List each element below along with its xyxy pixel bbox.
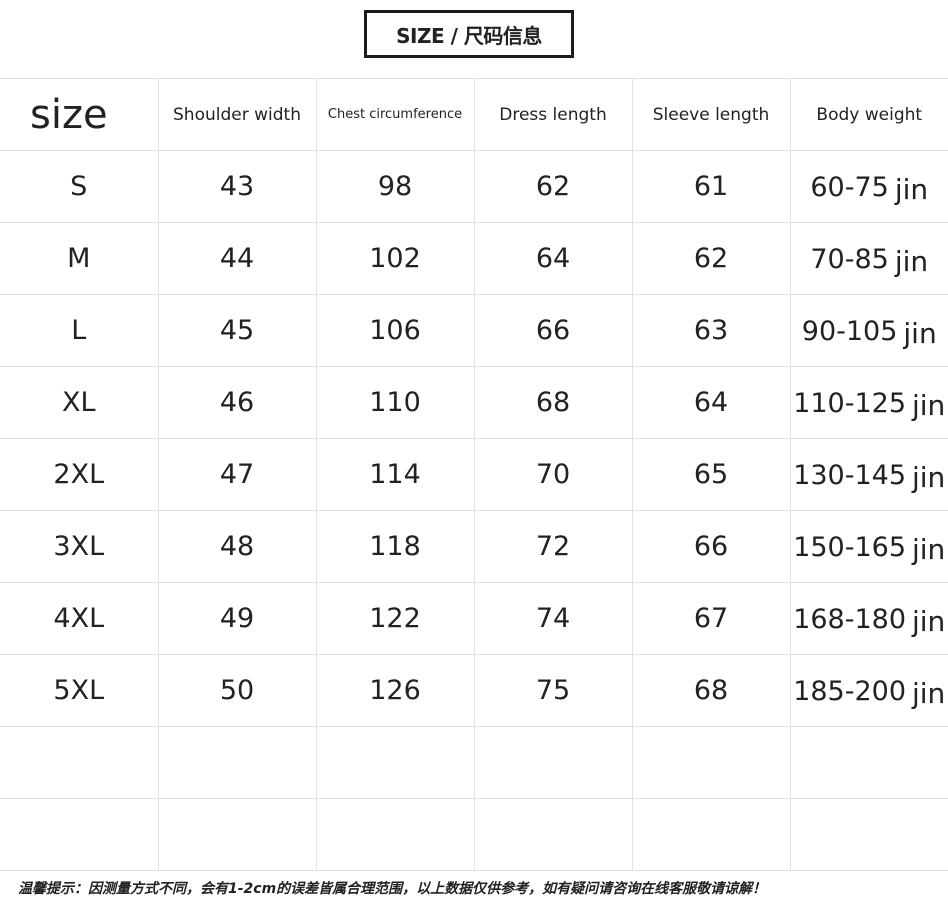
empty-cell (157, 798, 317, 871)
shoulder-width-cell: 50 (157, 654, 317, 727)
sleeve-length-cell: 67 (631, 582, 791, 655)
body-weight-cell: 110-125 jin (789, 366, 948, 439)
chest-cell: 122 (315, 582, 475, 655)
table-row: 4XL 49 122 74 67 168-180 jin (0, 582, 948, 655)
empty-cell (0, 798, 159, 871)
empty-cell (315, 798, 475, 871)
shoulder-width-cell: 48 (157, 510, 317, 583)
chest-cell: 98 (315, 150, 475, 223)
size-cell: L (0, 294, 159, 367)
body-weight-cell: 60-75 jin (789, 150, 948, 223)
sleeve-length-cell: 63 (631, 294, 791, 367)
chest-cell: 102 (315, 222, 475, 295)
empty-cell (789, 798, 948, 871)
sleeve-length-cell: 65 (631, 438, 791, 511)
dress-length-cell: 70 (473, 438, 633, 511)
sleeve-length-cell: 68 (631, 654, 791, 727)
header-body-weight: Body weight (789, 78, 948, 151)
shoulder-width-cell: 49 (157, 582, 317, 655)
chest-cell: 118 (315, 510, 475, 583)
table-header-row: size Shoulder width Chest circumference … (0, 78, 948, 151)
empty-cell (789, 726, 948, 799)
weight-value: 60-75 (810, 172, 889, 203)
empty-cell (631, 726, 791, 799)
dress-length-cell: 75 (473, 654, 633, 727)
size-cell: 5XL (0, 654, 159, 727)
dress-length-cell: 72 (473, 510, 633, 583)
weight-value: 110-125 (793, 388, 906, 419)
chest-cell: 114 (315, 438, 475, 511)
size-cell: 2XL (0, 438, 159, 511)
dress-length-cell: 62 (473, 150, 633, 223)
size-table: size Shoulder width Chest circumference … (0, 78, 948, 871)
body-weight-cell: 185-200 jin (789, 654, 948, 727)
weight-value: 130-145 (793, 460, 906, 491)
empty-cell (0, 726, 159, 799)
header-dress-length: Dress length (473, 78, 633, 151)
body-weight-cell: 130-145 jin (789, 438, 948, 511)
empty-cell (315, 726, 475, 799)
dress-length-cell: 68 (473, 366, 633, 439)
header-shoulder-width: Shoulder width (157, 78, 317, 151)
weight-unit: jin (894, 173, 929, 206)
sleeve-length-cell: 64 (631, 366, 791, 439)
dress-length-cell: 64 (473, 222, 633, 295)
shoulder-width-cell: 43 (157, 150, 317, 223)
weight-unit: jin (912, 677, 946, 710)
size-cell: S (0, 150, 159, 223)
chest-cell: 106 (315, 294, 475, 367)
table-row: S 43 98 62 61 60-75 jin (0, 150, 948, 223)
header-chest-circumference: Chest circumference (315, 78, 475, 151)
table-row: 2XL 47 114 70 65 130-145 jin (0, 438, 948, 511)
weight-value: 185-200 (793, 676, 906, 707)
measurement-note: 温馨提示：因测量方式不同，会有1-2cm的误差皆属合理范围，以上数据仅供参考，如… (18, 881, 767, 897)
table-row: M 44 102 64 62 70-85 jin (0, 222, 948, 295)
table-row: 5XL 50 126 75 68 185-200 jin (0, 654, 948, 727)
sleeve-length-cell: 66 (631, 510, 791, 583)
empty-cell (473, 798, 633, 871)
body-weight-cell: 90-105 jin (789, 294, 948, 367)
empty-row (0, 798, 948, 871)
weight-value: 90-105 (801, 316, 898, 347)
sleeve-length-cell: 62 (631, 222, 791, 295)
header-sleeve-length: Sleeve length (631, 78, 791, 151)
size-cell: XL (0, 366, 159, 439)
empty-cell (631, 798, 791, 871)
size-chart-title: SIZE / 尺码信息 (364, 10, 574, 58)
body-weight-cell: 150-165 jin (789, 510, 948, 583)
table-row: L 45 106 66 63 90-105 jin (0, 294, 948, 367)
weight-unit: jin (912, 461, 946, 494)
chest-cell: 110 (315, 366, 475, 439)
shoulder-width-cell: 45 (157, 294, 317, 367)
body-weight-cell: 70-85 jin (789, 222, 948, 295)
size-cell: 4XL (0, 582, 159, 655)
empty-cell (473, 726, 633, 799)
weight-value: 168-180 (793, 604, 906, 635)
weight-value: 150-165 (793, 532, 906, 563)
chest-cell: 126 (315, 654, 475, 727)
weight-unit: jin (894, 245, 929, 278)
empty-row (0, 726, 948, 799)
weight-unit: jin (912, 389, 946, 422)
sleeve-length-cell: 61 (631, 150, 791, 223)
header-size: size (0, 78, 159, 151)
empty-cell (157, 726, 317, 799)
dress-length-cell: 66 (473, 294, 633, 367)
size-cell: M (0, 222, 159, 295)
shoulder-width-cell: 44 (157, 222, 317, 295)
weight-unit: jin (912, 533, 946, 566)
table-row: XL 46 110 68 64 110-125 jin (0, 366, 948, 439)
shoulder-width-cell: 47 (157, 438, 317, 511)
weight-unit: jin (903, 317, 937, 350)
weight-unit: jin (912, 605, 946, 638)
body-weight-cell: 168-180 jin (789, 582, 948, 655)
shoulder-width-cell: 46 (157, 366, 317, 439)
size-cell: 3XL (0, 510, 159, 583)
weight-value: 70-85 (810, 244, 889, 275)
dress-length-cell: 74 (473, 582, 633, 655)
table-row: 3XL 48 118 72 66 150-165 jin (0, 510, 948, 583)
